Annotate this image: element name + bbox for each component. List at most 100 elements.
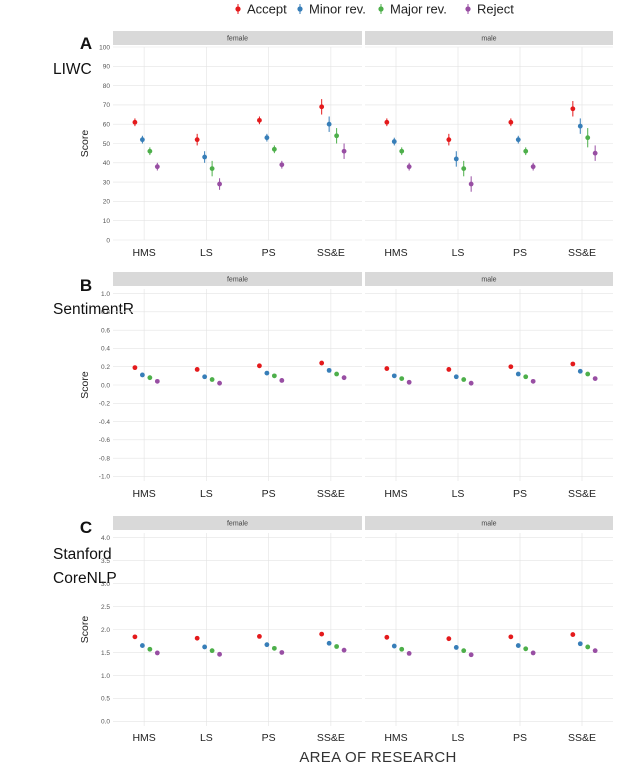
data-point xyxy=(384,366,390,371)
facet-male: male HMS LS PS SS&E xyxy=(365,31,613,259)
series-accept xyxy=(132,631,325,641)
facet-strip xyxy=(365,272,613,286)
method-label: CoreNLP xyxy=(53,570,117,587)
data-point xyxy=(453,156,459,162)
data-point xyxy=(406,379,412,385)
y-tick-label: 20 xyxy=(103,199,111,206)
y-tick-label: 3.0 xyxy=(101,581,110,588)
data-point xyxy=(399,148,405,154)
series-major-rev xyxy=(147,128,340,177)
data-point xyxy=(202,374,208,380)
data-point xyxy=(319,631,325,637)
x-tick-label: SS&E xyxy=(317,732,345,744)
x-tick-label: LS xyxy=(200,732,213,744)
data-point xyxy=(202,154,208,160)
x-tick-label: PS xyxy=(262,732,276,744)
data-point xyxy=(194,367,200,372)
x-tick-label: HMS xyxy=(132,488,155,500)
data-point xyxy=(147,148,153,154)
y-tick-label: -0.2 xyxy=(99,401,111,408)
series-reject xyxy=(406,145,598,192)
data-point xyxy=(279,162,285,168)
x-tick-label: LS xyxy=(452,247,465,259)
y-axis-label: Score xyxy=(79,616,91,644)
data-point xyxy=(264,642,270,648)
data-point xyxy=(139,643,145,648)
panels: A LIWC Score 0 10 20 30 40 50 60 70 80 90 100 female HM… xyxy=(53,31,613,744)
data-point xyxy=(530,378,536,384)
series-reject xyxy=(406,648,598,658)
x-tick-label: HMS xyxy=(384,488,407,500)
series-accept xyxy=(132,360,325,372)
series-major-rev xyxy=(147,644,340,654)
x-tick-label: LS xyxy=(452,488,465,500)
series-accept xyxy=(384,101,576,146)
facet-strip-label: female xyxy=(227,521,248,528)
data-point xyxy=(406,164,412,170)
panel-letter: A xyxy=(80,34,92,53)
method-label: LIWC xyxy=(53,61,92,78)
y-tick-label: 2.5 xyxy=(101,604,110,611)
data-point xyxy=(508,119,514,125)
legend-item-accept: Accept xyxy=(235,2,287,17)
y-tick-label: 30 xyxy=(103,179,111,186)
x-tick-label: PS xyxy=(513,488,527,500)
data-point xyxy=(209,377,215,382)
y-tick-label: 0.8 xyxy=(101,309,110,316)
data-point xyxy=(446,137,452,143)
data-point xyxy=(592,376,598,381)
x-tick-label: PS xyxy=(262,488,276,500)
data-point xyxy=(592,648,598,654)
facet-strip xyxy=(113,516,362,530)
data-point xyxy=(592,150,598,156)
x-tick-label: SS&E xyxy=(568,488,596,500)
data-point xyxy=(147,646,153,652)
data-point xyxy=(139,372,145,378)
legend: Accept Minor rev. Major rev. Reject xyxy=(235,2,514,17)
facet-strip-label: male xyxy=(481,277,496,284)
data-point xyxy=(319,360,325,366)
y-axis-label: Score xyxy=(79,371,91,399)
y-tick-label: -1.0 xyxy=(99,474,111,481)
data-point xyxy=(468,380,474,386)
data-point xyxy=(341,148,347,154)
x-tick-label: HMS xyxy=(132,732,155,744)
data-point xyxy=(154,164,160,170)
y-tick-label: -0.8 xyxy=(99,455,111,462)
series-reject xyxy=(154,375,347,386)
panel-a: A LIWC Score 0 10 20 30 40 50 60 70 80 90 100 female HM… xyxy=(53,31,613,259)
data-point xyxy=(515,643,521,648)
series-major-rev xyxy=(147,371,340,382)
y-tick-label: 3.5 xyxy=(101,558,110,565)
x-tick-label: SS&E xyxy=(317,488,345,500)
y-tick-label: 100 xyxy=(99,44,110,51)
facet-strip xyxy=(113,31,362,45)
data-point xyxy=(391,139,397,144)
facet-strip-label: female xyxy=(227,36,248,43)
facet-strip xyxy=(365,31,613,45)
x-tick-label: LS xyxy=(200,247,213,259)
data-point xyxy=(461,377,467,382)
legend-item-minor-rev: Minor rev. xyxy=(297,2,366,17)
data-point xyxy=(570,361,576,367)
y-tick-label: 60 xyxy=(103,122,111,129)
facet-strip-label: male xyxy=(481,36,496,43)
data-point xyxy=(585,371,591,377)
data-point xyxy=(577,368,583,374)
data-point xyxy=(257,633,262,639)
data-point xyxy=(334,133,340,139)
data-point xyxy=(523,148,529,154)
data-point xyxy=(508,634,514,640)
data-point xyxy=(154,650,160,656)
y-tick-label: 90 xyxy=(103,64,111,71)
data-point xyxy=(271,146,277,152)
legend-marker-dot xyxy=(297,6,303,12)
data-point xyxy=(271,373,277,379)
data-point xyxy=(271,645,277,651)
data-point xyxy=(515,137,521,143)
data-point xyxy=(461,648,467,654)
y-tick-label: 40 xyxy=(103,160,111,167)
series-major-rev xyxy=(399,644,591,654)
facet-strip-label: male xyxy=(481,521,496,528)
